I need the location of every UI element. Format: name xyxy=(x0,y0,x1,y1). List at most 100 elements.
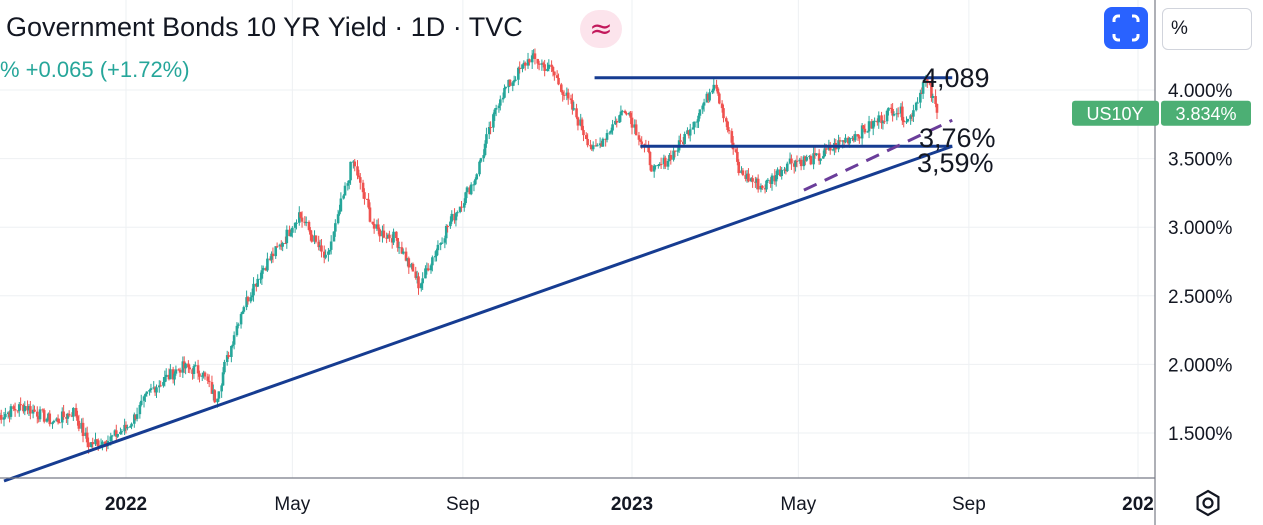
candle-body xyxy=(537,63,541,65)
price-badge xyxy=(1161,100,1251,126)
candle-body xyxy=(914,102,918,111)
candle-body xyxy=(779,169,782,177)
candle-body xyxy=(931,96,935,98)
candle-body xyxy=(31,409,35,414)
dashed-line-label: 3,76% xyxy=(919,123,996,153)
candle-body xyxy=(883,121,886,123)
candle-body xyxy=(421,278,424,284)
candle-body xyxy=(514,79,517,81)
candle-body xyxy=(264,267,268,271)
candle-body xyxy=(740,170,743,174)
candle-body xyxy=(142,396,146,401)
candle-body xyxy=(856,134,860,137)
candle-body xyxy=(134,414,138,419)
candle-body xyxy=(317,241,320,248)
candle-body xyxy=(77,420,81,429)
approx-icon[interactable]: ≈ xyxy=(580,10,622,48)
candle-body xyxy=(575,108,578,118)
candle-body xyxy=(12,406,16,409)
candle-body xyxy=(327,251,330,255)
candle-body xyxy=(711,90,714,93)
candle-body xyxy=(390,238,394,243)
candle-body xyxy=(210,382,214,394)
candle-body xyxy=(342,195,345,199)
candle-body xyxy=(173,373,176,380)
candle-body xyxy=(504,87,508,89)
candle-body xyxy=(460,206,463,208)
candle-body xyxy=(9,406,13,417)
candle-body xyxy=(415,276,419,278)
candle-body xyxy=(817,153,821,161)
candle-body xyxy=(225,355,229,362)
candle-body xyxy=(406,258,409,261)
candle-body xyxy=(153,387,157,393)
candle-body xyxy=(289,232,293,237)
candle-body xyxy=(494,108,498,110)
candle-body xyxy=(730,131,734,143)
candle-body xyxy=(293,222,297,228)
candle-body xyxy=(155,387,158,393)
candle-body xyxy=(654,165,657,167)
resistance-label: 4,089 xyxy=(922,63,990,93)
candle-body xyxy=(930,84,933,98)
candle-body xyxy=(657,164,660,166)
candle-body xyxy=(433,256,437,258)
candle-body xyxy=(275,246,279,248)
candle-body xyxy=(392,231,395,243)
candle-body xyxy=(584,135,588,139)
candle-body xyxy=(119,431,122,434)
gear-icon[interactable] xyxy=(1192,487,1224,519)
unit-toggle-button[interactable]: % xyxy=(1162,8,1252,50)
candle-body xyxy=(551,66,555,72)
candle-body xyxy=(508,79,512,86)
candle-body xyxy=(145,391,149,394)
candle-body xyxy=(241,311,244,315)
candle-body xyxy=(157,385,161,388)
candle-body xyxy=(109,436,113,441)
candle-body xyxy=(594,145,598,147)
candle-body xyxy=(634,124,638,136)
candle-body xyxy=(365,198,369,200)
candle-body xyxy=(683,133,686,145)
candle-body xyxy=(242,307,246,312)
candle-body xyxy=(589,145,592,147)
candle-body xyxy=(171,369,175,380)
candle-body xyxy=(72,407,75,417)
candle-body xyxy=(550,64,553,67)
candle-body xyxy=(174,369,178,374)
candle-body xyxy=(528,59,531,63)
candle-body xyxy=(87,442,90,448)
candle-body xyxy=(159,385,162,387)
annotations: 4,089 3,76%3,59% xyxy=(3,63,996,483)
candle-body xyxy=(304,221,308,224)
candle-body xyxy=(805,157,808,161)
y-tick-label: 4.000% xyxy=(1168,81,1233,102)
candle-body xyxy=(885,110,889,122)
candle-body xyxy=(576,117,580,126)
candle-body xyxy=(45,418,49,422)
candle-body xyxy=(227,355,230,357)
candle-body xyxy=(474,179,477,185)
candle-body xyxy=(139,400,143,405)
candle-body xyxy=(458,206,462,213)
candle-body xyxy=(562,94,566,96)
candle-body xyxy=(22,404,25,412)
candle-body xyxy=(895,113,899,115)
candle-body xyxy=(8,412,11,417)
candle-body xyxy=(450,213,454,222)
candle-body xyxy=(499,99,502,106)
candle-body xyxy=(618,115,621,123)
candle-body xyxy=(679,140,682,142)
x-tick-label: 2022 xyxy=(105,494,147,515)
fullscreen-icon[interactable] xyxy=(1104,7,1148,49)
candle-body xyxy=(425,268,429,270)
candle-body xyxy=(444,225,448,239)
candle-body xyxy=(356,166,359,176)
candle-body xyxy=(135,414,139,419)
candle-body xyxy=(912,110,915,117)
candle-body xyxy=(114,430,118,437)
candle-body xyxy=(749,178,753,182)
candle-body xyxy=(192,366,196,374)
candle-body xyxy=(755,178,759,183)
